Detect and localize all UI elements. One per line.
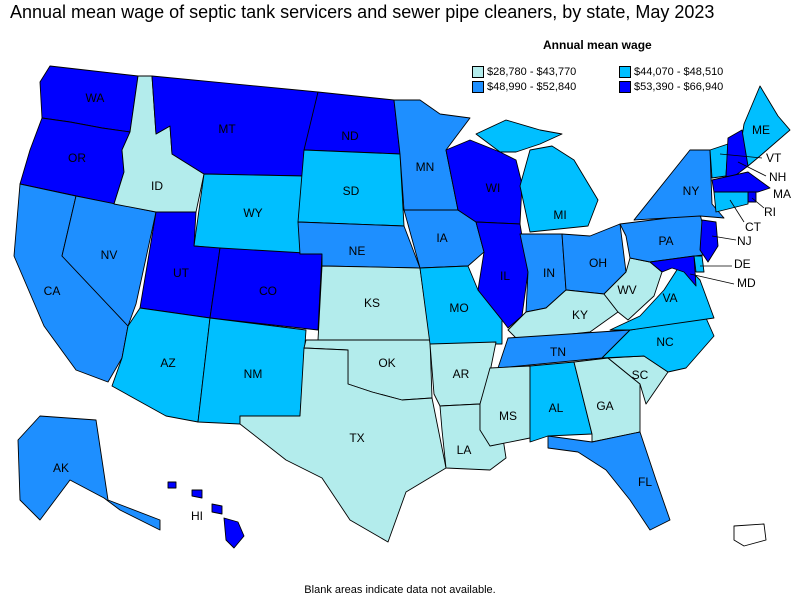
label-AR: AR <box>453 367 470 381</box>
label-MA: MA <box>773 187 791 201</box>
state-AK[interactable] <box>17 415 161 531</box>
label-SC: SC <box>632 368 649 382</box>
label-CO: CO <box>259 284 277 298</box>
legend-item-4: $53,390 - $66,940 <box>619 81 723 93</box>
leader-MD <box>689 273 735 285</box>
state-ND[interactable] <box>303 91 401 155</box>
label-TX: TX <box>349 431 364 445</box>
label-KY: KY <box>572 308 588 322</box>
label-NM: NM <box>244 367 263 381</box>
label-ME: ME <box>752 123 770 137</box>
leader-NJ <box>711 235 737 241</box>
label-IA: IA <box>436 231 447 245</box>
state-VT[interactable] <box>709 143 729 179</box>
label-WA: WA <box>86 91 105 105</box>
label-IL: IL <box>500 269 510 283</box>
label-NJ: NJ <box>737 234 752 248</box>
label-MI: MI <box>553 208 566 222</box>
state-AL[interactable] <box>529 361 593 443</box>
state-TX[interactable] <box>239 347 447 543</box>
label-SD: SD <box>343 184 360 198</box>
label-KS: KS <box>364 296 380 310</box>
leader-VT <box>719 153 763 159</box>
label-IN: IN <box>543 266 555 280</box>
label-HI: HI <box>191 509 203 523</box>
legend-swatch-3 <box>472 81 484 93</box>
state-NH[interactable] <box>725 129 749 179</box>
state-WI[interactable] <box>445 139 523 225</box>
label-TN: TN <box>550 345 566 359</box>
label-NE: NE <box>349 244 366 258</box>
footnote: Blank areas indicate data not available. <box>304 584 496 596</box>
label-PA: PA <box>658 234 673 248</box>
label-NY: NY <box>683 184 700 198</box>
label-UT: UT <box>173 266 190 280</box>
leader-NH <box>737 161 767 177</box>
state-FL[interactable] <box>547 431 671 531</box>
state-NJ[interactable] <box>699 219 719 263</box>
label-MT: MT <box>218 122 236 136</box>
state-HI-kauai[interactable] <box>167 481 177 489</box>
label-OR: OR <box>68 151 86 165</box>
label-MS: MS <box>499 409 517 423</box>
state-MD[interactable] <box>649 255 697 287</box>
label-RI: RI <box>764 205 776 219</box>
state-MI-upper[interactable] <box>475 119 563 153</box>
legend-item-2: $44,070 - $48,510 <box>619 66 723 78</box>
legend-swatch-1 <box>472 66 484 78</box>
map-title: Annual mean wage of septic tank servicer… <box>10 2 715 22</box>
label-OK: OK <box>378 356 395 370</box>
label-ND: ND <box>341 129 359 143</box>
label-LA: LA <box>457 443 472 457</box>
label-NV: NV <box>101 248 118 262</box>
state-MA[interactable] <box>711 171 771 193</box>
state-NY[interactable] <box>633 149 725 221</box>
label-WY: WY <box>243 206 262 220</box>
label-NC: NC <box>656 335 674 349</box>
legend-label-2: $44,070 - $48,510 <box>634 66 724 78</box>
legend-label-3: $48,990 - $52,840 <box>487 81 577 93</box>
state-HI-maui[interactable] <box>211 503 223 515</box>
state-DE[interactable] <box>693 255 705 273</box>
label-MO: MO <box>449 301 468 315</box>
state-CO[interactable] <box>209 247 323 331</box>
legend-title: Annual mean wage <box>543 38 652 52</box>
label-OH: OH <box>589 256 607 270</box>
label-VA: VA <box>662 291 677 305</box>
state-MS[interactable] <box>479 365 531 447</box>
legend-swatch-4 <box>619 81 631 93</box>
label-CA: CA <box>44 284 61 298</box>
leader-CT <box>729 199 745 223</box>
label-DE: DE <box>734 257 751 271</box>
legend-label-4: $53,390 - $66,940 <box>634 81 724 93</box>
label-FL: FL <box>638 475 652 489</box>
label-WI: WI <box>486 181 501 195</box>
label-AL: AL <box>549 401 564 415</box>
state-MI[interactable] <box>519 145 599 233</box>
legend-label-1: $28,780 - $43,770 <box>487 66 577 78</box>
legend-item-3: $48,990 - $52,840 <box>472 81 576 93</box>
label-VT: VT <box>766 151 782 165</box>
label-ID: ID <box>151 179 163 193</box>
label-WV: WV <box>617 283 636 297</box>
label-CT: CT <box>745 220 762 234</box>
label-NH: NH <box>769 170 786 184</box>
legend-item-1: $28,780 - $43,770 <box>472 66 576 78</box>
label-MD: MD <box>737 276 756 290</box>
territory-PR <box>733 523 767 547</box>
state-HI-oahu[interactable] <box>191 489 203 499</box>
legend-swatch-2 <box>619 66 631 78</box>
label-AZ: AZ <box>160 356 175 370</box>
label-AK: AK <box>53 461 69 475</box>
leader-RI <box>751 197 765 209</box>
label-MN: MN <box>416 160 435 174</box>
state-HI-hawaii[interactable] <box>223 517 245 549</box>
label-GA: GA <box>596 399 613 413</box>
